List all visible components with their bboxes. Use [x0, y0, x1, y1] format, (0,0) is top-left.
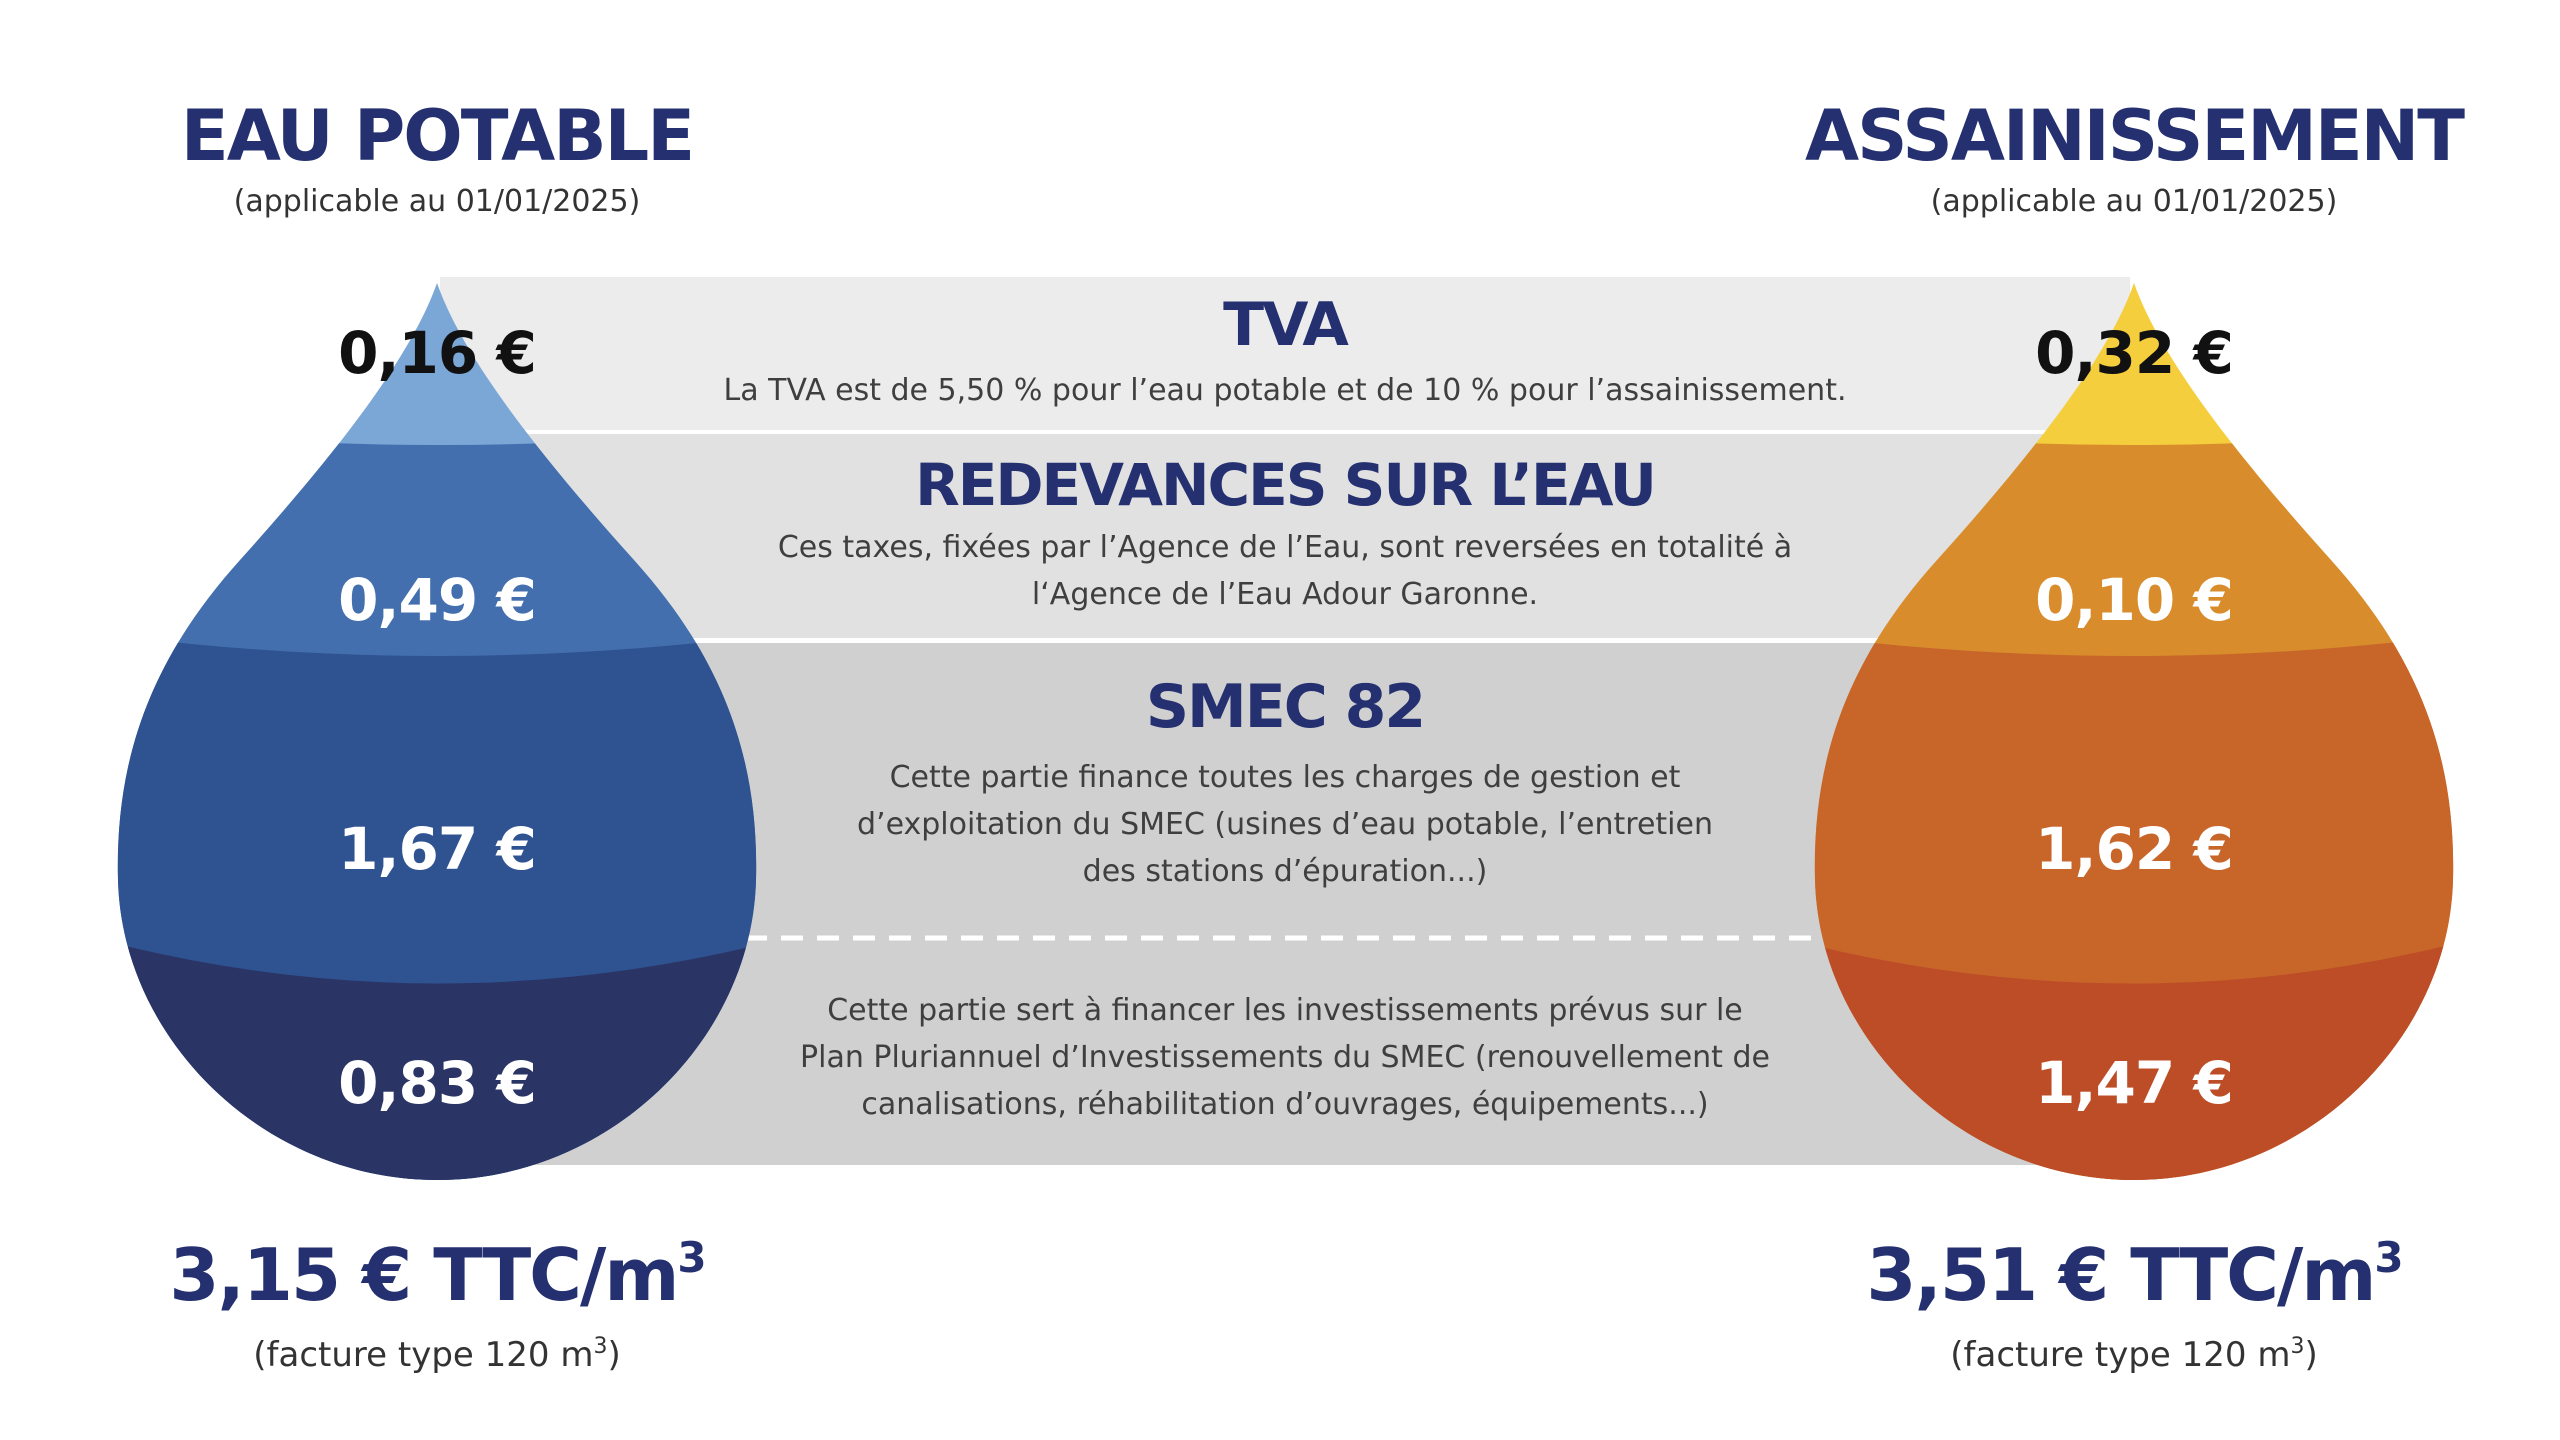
band-smec-line-1: Cette partie finance toutes les charges …: [890, 760, 1681, 795]
right-value-smec-investissement: 1,47 €: [2035, 1049, 2233, 1117]
band-investissement-line-1: Cette partie sert à financer les investi…: [827, 993, 1743, 1028]
band-smec-line-2: d’exploitation du SMEC (usines d’eau pot…: [857, 807, 1713, 842]
band-tva-line-1: La TVA est de 5,50 % pour l’eau potable …: [724, 373, 1847, 408]
drop-segment-smec-investissement: [117, 937, 757, 1180]
band-redevances-title: REDEVANCES SUR L’EAU: [915, 451, 1655, 519]
band-redevances: [440, 434, 2130, 638]
right-total-superscript: 3: [2374, 1233, 2401, 1282]
left-value-smec-investissement: 0,83 €: [338, 1049, 536, 1117]
band-redevances-line-1: Ces taxes, fixées par l’Agence de l’Eau,…: [778, 530, 1792, 565]
right-title: ASSAINISSEMENT: [1805, 95, 2465, 177]
left-total-value: 3,15 € TTC/m: [169, 1233, 677, 1317]
band-investissement-line-2: Plan Pluriannuel d’Investissements du SM…: [800, 1040, 1770, 1075]
band-investissement-line-3: canalisations, réhabilitation d’ouvrages…: [861, 1087, 1708, 1122]
left-total-note: (facture type 120 m3): [253, 1334, 620, 1375]
right-total-value: 3,51 € TTC/m: [1866, 1233, 2374, 1317]
band-tva-title: TVA: [1223, 290, 1349, 360]
right-value-tva: 0,32 €: [2035, 319, 2233, 387]
drop-segment-smec-investissement: [1814, 937, 2454, 1180]
band-smec-title: SMEC 82: [1146, 672, 1424, 742]
left-total: 3,15 € TTC/m3: [169, 1233, 704, 1317]
left-subtitle: (applicable au 01/01/2025): [234, 184, 641, 219]
left-title: EAU POTABLE: [181, 95, 693, 177]
left-value-redevances: 0,49 €: [338, 566, 536, 634]
band-redevances-line-2: l‘Agence de l’Eau Adour Garonne.: [1032, 577, 1538, 612]
left-value-tva: 0,16 €: [338, 319, 536, 387]
band-smec-line-3: des stations d’épuration...): [1083, 854, 1488, 889]
left-value-smec-exploitation: 1,67 €: [338, 815, 536, 883]
right-total: 3,51 € TTC/m3: [1866, 1233, 2401, 1317]
band-tva: [440, 277, 2130, 430]
right-value-redevances: 0,10 €: [2035, 566, 2233, 634]
right-value-smec-exploitation: 1,62 €: [2035, 815, 2233, 883]
right-total-note: (facture type 120 m3): [1950, 1334, 2317, 1375]
left-total-superscript: 3: [677, 1233, 704, 1282]
right-subtitle: (applicable au 01/01/2025): [1931, 184, 2338, 219]
